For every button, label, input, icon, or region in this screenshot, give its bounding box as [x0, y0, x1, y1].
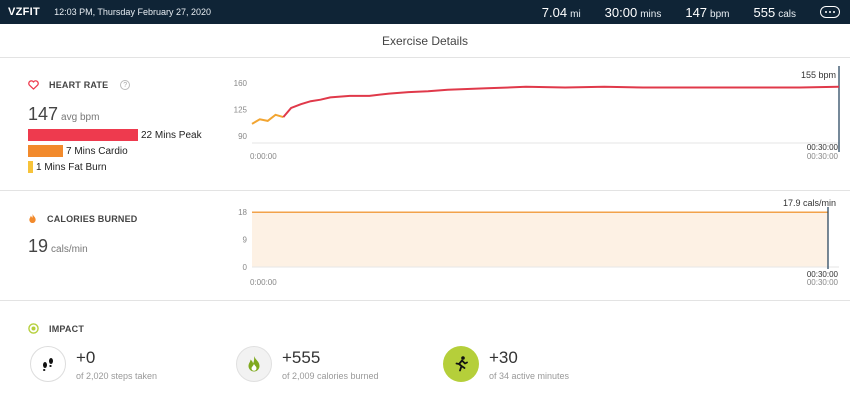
ellipsis-dot [833, 11, 835, 13]
calories-rate-unit: cals/min [51, 244, 88, 255]
hr-warmup-line [251, 113, 284, 125]
zone-cardio-label: 7 Mins Cardio [66, 145, 128, 157]
heart-rate-title: HEART RATE [49, 80, 109, 90]
cal-x-end-label: 00:30:00 [807, 278, 839, 287]
running-person-icon [443, 346, 479, 382]
impact-title: IMPACT [49, 323, 85, 334]
info-icon[interactable]: ? [120, 80, 131, 90]
heart-rate-header: HEART RATE ? [28, 80, 131, 90]
brand-logo: VZFIT [8, 6, 41, 18]
cal-current-label: 17.9 cals/min [783, 198, 836, 208]
impact-active-text: +30 of 34 active minutes [489, 348, 569, 381]
impact-active-sub: of 34 active minutes [489, 370, 570, 381]
impact-calories-text: +555 of 2,009 calories burned [282, 348, 379, 381]
cal-cursor-time: 00:30:00 [807, 270, 839, 279]
impact-active-value: +30 [489, 347, 518, 367]
heart-rate-unit: bpm [710, 8, 730, 20]
hr-x-start-label: 0:00:00 [250, 152, 277, 161]
heart-rate-chart[interactable]: 90 125 160 155 bpm 0:00:00 00:30:00 00:30:… [228, 66, 842, 184]
calories-value: 555 [753, 4, 776, 20]
impact-steps-sub: of 2,020 steps taken [76, 370, 158, 381]
impact-steps-text: +0 of 2,020 steps taken [76, 348, 157, 381]
impact-active-minutes: +30 of 34 active minutes [443, 346, 569, 382]
top-bar: VZFIT 12:03 PM, Thursday February 27, 20… [0, 0, 850, 24]
footsteps-icon [30, 346, 66, 382]
calories-chart[interactable]: 0 9 18 17.9 cals/min 0:00:00 00:30:00 00:3… [228, 197, 842, 297]
avg-heart-rate-value: 147 [28, 104, 59, 124]
impact-header: IMPACT [28, 323, 84, 334]
hr-y-tick-1: 125 [234, 106, 248, 115]
avg-heart-rate-unit: avg bpm [61, 112, 100, 123]
heart-rate-section: HEART RATE ? 147 avg bpm 22 Mins Peak 7 … [0, 58, 850, 191]
ellipsis-icon [825, 11, 827, 13]
cal-x-start-label: 0:00:00 [250, 278, 277, 287]
hr-current-label: 155 bpm [801, 70, 836, 80]
zone-cardio-bar [28, 145, 63, 157]
zone-fat-burn-label: 1 Mins Fat Burn [36, 161, 107, 173]
impact-calories: +555 of 2,009 calories burned [236, 346, 379, 382]
more-menu-button[interactable] [820, 6, 840, 18]
calories-header: CALORIES BURNED [28, 213, 138, 224]
session-datetime: 12:03 PM, Thursday February 27, 2020 [54, 7, 211, 17]
calories-unit: cals [778, 8, 796, 20]
cal-y-tick-1: 9 [243, 236, 248, 245]
heart-rate-stat: 147 bpm [685, 5, 729, 20]
cal-y-tick-0: 0 [243, 263, 248, 272]
duration-stat: 30:00 mins [605, 5, 662, 20]
duration-unit: mins [640, 8, 662, 20]
impact-section: IMPACT [0, 301, 850, 401]
zone-peak-bar [28, 129, 138, 141]
calories-section: CALORIES BURNED 19 cals/min 0 9 18 17.9 ca… [0, 191, 850, 301]
distance-unit: mi [570, 8, 581, 20]
hr-y-tick-0: 90 [238, 132, 247, 141]
duration-value: 30:00 [604, 4, 638, 20]
impact-calories-value: +555 [282, 347, 321, 367]
avg-heart-rate: 147 avg bpm [28, 104, 99, 125]
zone-fat-burn: 1 Mins Fat Burn [28, 161, 107, 173]
distance-stat: 7.04 mi [542, 5, 581, 20]
zone-cardio: 7 Mins Cardio [28, 145, 128, 157]
flame-icon [28, 213, 37, 224]
target-icon [28, 323, 39, 334]
zone-peak: 22 Mins Peak [28, 129, 202, 141]
calories-rate: 19 cals/min [28, 236, 88, 257]
heart-icon [28, 80, 39, 90]
zone-fat-burn-bar [28, 161, 33, 173]
hr-series-line [282, 85, 840, 118]
distance-value: 7.04 [541, 4, 568, 20]
cal-y-tick-2: 18 [238, 208, 247, 217]
hr-y-tick-2: 160 [234, 79, 248, 88]
flame-icon [236, 346, 272, 382]
hr-cursor-time: 00:30:00 [807, 143, 839, 152]
impact-steps-value: +0 [76, 347, 96, 367]
heart-rate-value: 147 [685, 4, 708, 20]
cal-area-fill [252, 212, 828, 267]
ellipsis-dot [829, 11, 831, 13]
calories-title: CALORIES BURNED [47, 213, 138, 224]
summary-stats: 7.04 mi 30:00 mins 147 bpm 555 cals [518, 5, 840, 20]
impact-calories-sub: of 2,009 calories burned [282, 370, 379, 381]
calories-rate-value: 19 [28, 236, 49, 256]
impact-steps: +0 of 2,020 steps taken [30, 346, 157, 382]
calories-stat: 555 cals [754, 5, 797, 20]
page-title: Exercise Details [0, 24, 850, 58]
hr-x-end-label: 00:30:00 [807, 152, 839, 161]
zone-peak-label: 22 Mins Peak [141, 129, 202, 141]
